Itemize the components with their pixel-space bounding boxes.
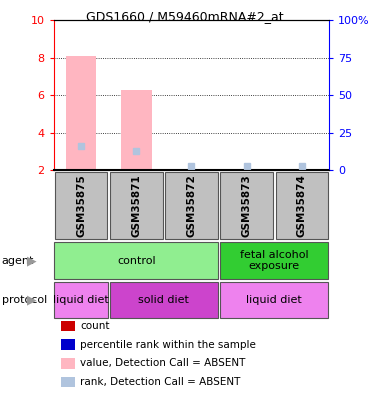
Text: solid diet: solid diet: [138, 295, 189, 305]
Text: count: count: [80, 321, 110, 331]
Bar: [220, 282, 329, 318]
Text: liquid diet: liquid diet: [246, 295, 302, 305]
Text: percentile rank within the sample: percentile rank within the sample: [80, 340, 256, 350]
Text: GDS1660 / M59460mRNA#2_at: GDS1660 / M59460mRNA#2_at: [86, 10, 284, 23]
Text: ▶: ▶: [27, 254, 37, 267]
Text: agent: agent: [2, 256, 34, 266]
Bar: [165, 171, 218, 239]
Bar: [54, 242, 218, 279]
Text: value, Detection Call = ABSENT: value, Detection Call = ABSENT: [80, 358, 246, 368]
Text: ▶: ▶: [27, 294, 37, 307]
Text: liquid diet: liquid diet: [53, 295, 109, 305]
Bar: [54, 282, 108, 318]
Text: GSM35875: GSM35875: [76, 174, 86, 237]
Bar: [110, 171, 162, 239]
Bar: [276, 171, 328, 239]
Bar: [110, 282, 218, 318]
Bar: [121, 90, 151, 170]
Text: control: control: [117, 256, 156, 266]
Text: fetal alcohol
exposure: fetal alcohol exposure: [240, 250, 309, 271]
Text: rank, Detection Call = ABSENT: rank, Detection Call = ABSENT: [80, 377, 240, 387]
Text: GSM35873: GSM35873: [242, 174, 252, 237]
Bar: [66, 56, 96, 170]
Text: GSM35874: GSM35874: [297, 174, 307, 237]
Bar: [55, 171, 107, 239]
Text: GSM35871: GSM35871: [131, 174, 141, 237]
Bar: [221, 171, 273, 239]
Text: protocol: protocol: [2, 295, 47, 305]
Text: GSM35872: GSM35872: [186, 174, 196, 237]
Bar: [220, 242, 329, 279]
